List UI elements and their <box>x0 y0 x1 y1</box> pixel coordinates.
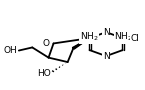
Text: HO: HO <box>37 69 51 78</box>
Text: N: N <box>103 28 109 37</box>
Text: NH$_2$: NH$_2$ <box>80 31 98 43</box>
Text: N: N <box>103 52 109 61</box>
Text: Cl: Cl <box>130 34 139 43</box>
Polygon shape <box>72 38 90 49</box>
Text: O: O <box>43 39 50 48</box>
Text: NH$_2$: NH$_2$ <box>114 31 133 43</box>
Text: OH: OH <box>4 46 17 55</box>
